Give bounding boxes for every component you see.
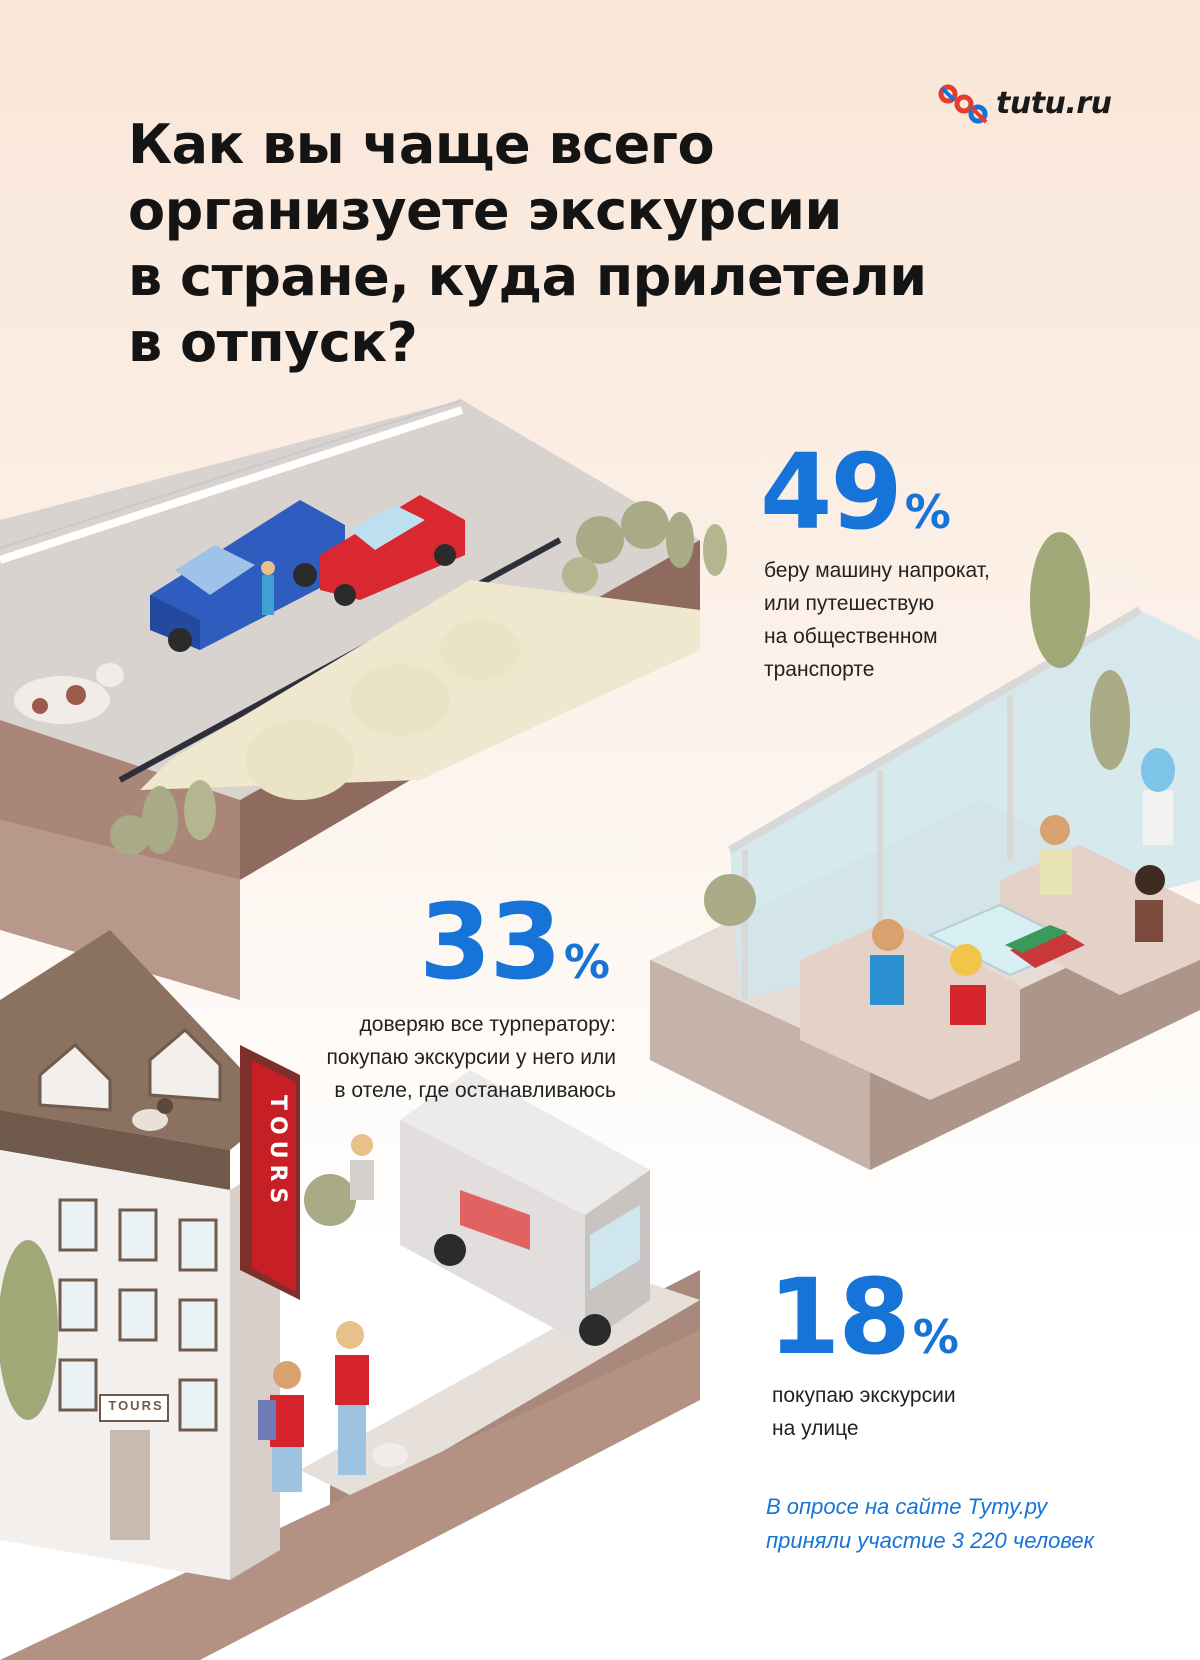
tours-sign-label: TOURS [265,1095,290,1210]
stat-tour-operator: 33 % доверяю все турператору: покупаю эк… [270,890,616,1107]
tours-plaque-label: TOURS [108,1398,164,1413]
tours-plaque: TOURS [106,1398,166,1413]
person-on-road [261,561,275,615]
tutu-logo-text: tutu.ru [996,85,1112,121]
tutu-logo-icon [938,84,988,124]
stat-street-line-2: на улице [772,1417,859,1440]
title-line-1: Как вы чаще всего [128,113,715,176]
stat-street-percent: % [912,1310,959,1364]
runner [350,1134,374,1200]
stat-tour-operator-percent: % [563,935,610,989]
stat-tour-operator-description: доверяю все турператору: покупаю экскурс… [270,1008,616,1107]
red-car [320,495,465,606]
title-line-3: в стране, куда прилетели [128,245,927,308]
stat-car-rental-line-4: транспорте [764,658,875,681]
survey-footnote: В опросе на сайте Туту.ру приняли участи… [766,1490,1094,1558]
trees-street [0,1174,356,1420]
stat-car-rental-line-1: беру машину напрокат, [764,559,990,582]
stat-tour-operator-line-3: в отеле, где останавливаюсь [334,1079,616,1102]
stat-car-rental-number: 49 [760,431,903,553]
tours-sign-text: TOURS [262,1095,292,1209]
stat-car-rental-line-2: или путешествую [764,592,935,615]
blue-van [150,500,345,652]
camper-van [400,1070,650,1346]
tourists [258,1321,408,1492]
survey-footnote-line-2: приняли участие 3 220 человек [766,1528,1095,1553]
title-line-2: организуете экскурсии [128,179,842,242]
stat-street-value: 18 % [768,1265,959,1369]
survey-footnote-line-1: В опросе на сайте Туту.ру [766,1494,1048,1519]
stat-car-rental: 49 % беру машину напрокат, или путешеств… [760,440,990,686]
stat-street-line-1: покупаю экскурсии [772,1384,956,1407]
page-title: Как вы чаще всего организуете экскурсии … [128,112,948,376]
stat-tour-operator-number: 33 [419,881,562,1003]
stat-tour-operator-line-2: покупаю экскурсии у него или [326,1046,616,1069]
stat-car-rental-line-3: на общественном [764,625,938,648]
trees-bridge [110,501,727,855]
stat-street-description: покупаю экскурсии на улице [772,1379,959,1445]
stat-street-number: 18 [768,1256,911,1378]
tutu-logo: tutu.ru [938,80,1112,126]
stat-street: 18 % покупаю экскурсии на улице [768,1265,959,1445]
stat-car-rental-value: 49 % [760,440,990,544]
stat-tour-operator-value: 33 % [270,890,610,994]
stat-car-rental-percent: % [904,485,951,539]
stat-car-rental-description: беру машину напрокат, или путешествую на… [764,554,990,686]
tours-sign [240,1045,300,1300]
cow [14,663,124,724]
stat-tour-operator-line-1: доверяю все турператору: [359,1013,616,1036]
glass-lounge [650,532,1200,1170]
title-line-4: в отпуск? [128,311,418,374]
